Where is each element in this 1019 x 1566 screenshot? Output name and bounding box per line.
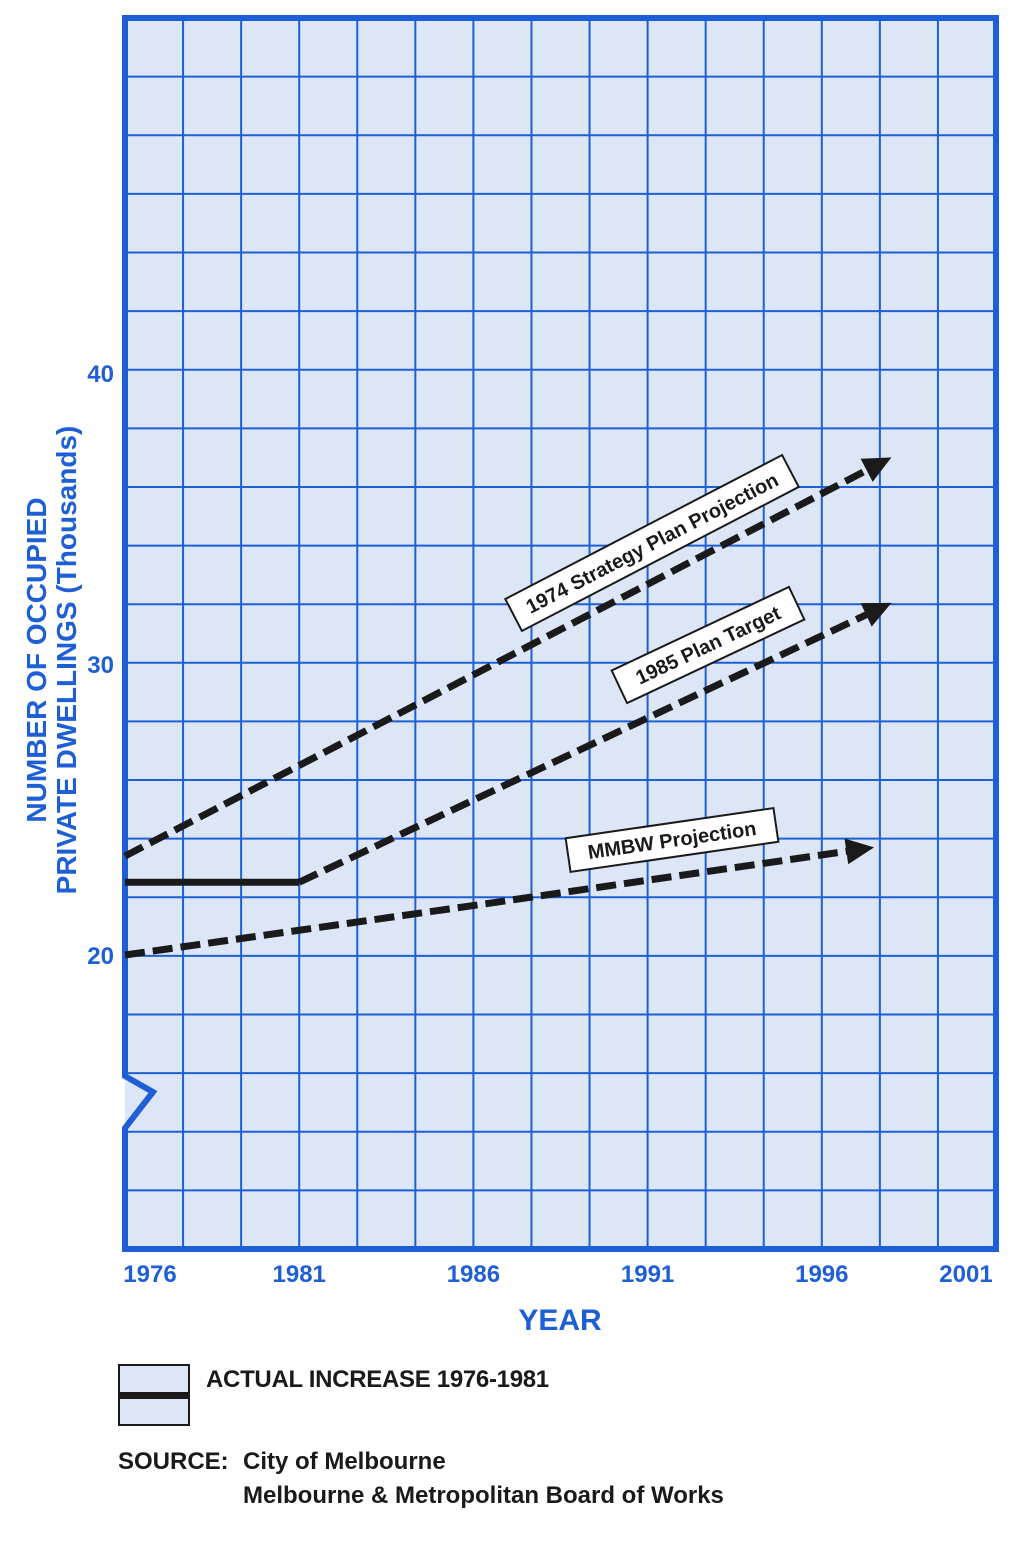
- series-arrowhead-1985-plan-target: [860, 602, 892, 627]
- y-axis-label-line2: PRIVATE DWELLINGS (Thousands): [51, 426, 82, 895]
- legend-label: ACTUAL INCREASE 1976-1981: [206, 1366, 549, 1393]
- series-label-box: [610, 585, 806, 705]
- y-tick-label: 40: [87, 361, 114, 388]
- grid: [122, 15, 999, 1252]
- x-tick-label: 1996: [795, 1261, 848, 1288]
- series-line-mmbw-projection: [124, 847, 851, 959]
- series-label-box: [564, 806, 780, 874]
- source-line1: City of Melbourne: [243, 1448, 446, 1475]
- tick-labels: 1976 1981 1986 1991 1996 2001 20 30 40: [87, 361, 992, 1288]
- x-tick-label: 1981: [273, 1261, 326, 1288]
- legend-swatch: [118, 1364, 190, 1426]
- plot-background: [125, 18, 996, 1249]
- y-tick-label: 30: [87, 652, 114, 679]
- x-tick-label: 1986: [447, 1261, 500, 1288]
- x-tick-label: 1976: [123, 1261, 176, 1288]
- x-tick-label: 1991: [621, 1261, 674, 1288]
- series-layer: [123, 457, 892, 959]
- y-tick-label: 20: [87, 943, 114, 970]
- y-axis-label-line1: NUMBER OF OCCUPIED: [21, 497, 52, 822]
- series-arrowhead-mmbw-projection: [844, 838, 875, 865]
- series-arrowhead-1974-strategy-plan-projection: [860, 457, 892, 482]
- source-line2: Melbourne & Metropolitan Board of Works: [243, 1482, 724, 1509]
- x-tick-label: 2001: [939, 1261, 992, 1288]
- plot-frame: [122, 15, 999, 1252]
- series-line-1985-plan-target: [297, 609, 872, 886]
- source-label: SOURCE:: [118, 1448, 229, 1475]
- series-label-box: [503, 453, 801, 633]
- x-axis-label: YEAR: [518, 1304, 602, 1337]
